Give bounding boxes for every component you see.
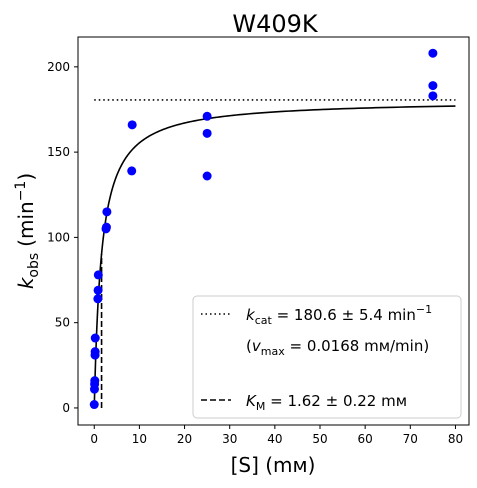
legend-km-sub: M (256, 400, 266, 413)
legend-vmax-symbol: v (252, 337, 262, 355)
data-point (202, 171, 212, 181)
x-tick-label: 0 (90, 432, 98, 446)
x-tick-label: 10 (132, 432, 147, 446)
legend-vmax-open: ( (246, 337, 252, 355)
x-tick-label: 30 (222, 432, 237, 446)
y-axis-label: kobs (min−1) (13, 173, 42, 289)
y-label-unit-close: ) (14, 173, 38, 181)
data-point (428, 91, 438, 101)
y-tick-label: 150 (47, 145, 70, 159)
data-point (89, 400, 99, 410)
data-point (428, 81, 438, 91)
legend-box (192, 295, 462, 419)
y-tick-label: 0 (62, 401, 70, 415)
y-tick-label: 200 (47, 60, 70, 74)
data-point (90, 376, 100, 386)
legend-vmax-label: (vmax = 0.0168 mм/min) (246, 337, 429, 358)
x-tick-label: 80 (448, 432, 463, 446)
legend-km-label: KM = 1.62 ± 0.22 mм (246, 392, 407, 413)
y-label-unit-sup: −1 (13, 181, 29, 202)
data-point (127, 120, 137, 130)
y-tick-label: 100 (47, 230, 70, 244)
data-point (127, 166, 137, 176)
x-tick-label: 70 (403, 432, 418, 446)
data-point (90, 347, 100, 357)
data-point (93, 285, 103, 295)
x-axis-label: [S] (mм) (231, 453, 316, 477)
legend: kcat = 180.6 ± 5.4 min−1 (vmax = 0.0168 … (192, 295, 462, 419)
legend-kcat-symbol: k (246, 306, 256, 324)
data-point (202, 111, 212, 121)
legend-vmax-sub: max (261, 345, 285, 358)
legend-vmax-text: = 0.0168 mм/min) (285, 337, 429, 355)
legend-kcat-label: kcat = 180.6 ± 5.4 min−1 (246, 303, 432, 327)
x-tick-label: 40 (267, 432, 282, 446)
x-axis-ticks: 0 10 20 30 40 50 60 70 80 (90, 425, 463, 446)
data-point (428, 48, 438, 58)
x-tick-label: 50 (312, 432, 327, 446)
data-point (90, 333, 100, 343)
data-point (93, 294, 103, 304)
data-point (93, 270, 103, 280)
legend-kcat-sub: cat (255, 314, 273, 327)
x-tick-label: 20 (177, 432, 192, 446)
legend-km-text: = 1.62 ± 0.22 mм (265, 392, 407, 410)
legend-kcat-sup: −1 (416, 303, 432, 316)
plot-frame (77, 36, 470, 426)
y-label-subscript: obs (26, 253, 42, 278)
y-tick-label: 50 (55, 316, 70, 330)
y-label-unit: (min (14, 201, 38, 247)
data-point (102, 207, 112, 217)
y-axis-ticks: 0 50 100 150 200 (47, 60, 78, 415)
data-point (202, 128, 212, 138)
x-tick-label: 60 (358, 432, 373, 446)
legend-km-symbol: K (246, 392, 257, 410)
y-label-symbol: k (14, 276, 38, 289)
legend-kcat-text: = 180.6 ± 5.4 min (272, 306, 416, 324)
chart-title: W409K (232, 10, 319, 38)
data-point (101, 222, 111, 232)
data-points (89, 48, 438, 410)
